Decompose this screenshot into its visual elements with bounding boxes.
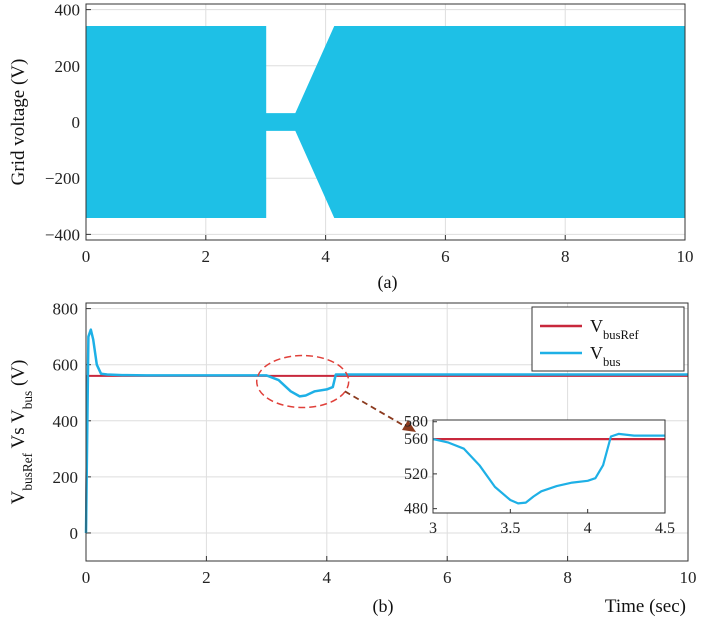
inset-ytick-label: 480 — [404, 501, 428, 518]
inset-background — [433, 420, 665, 513]
plot-a-ytick-label: −200 — [45, 169, 80, 188]
inset-xtick-label: 3 — [429, 520, 437, 537]
plot-a-xtick-label: 0 — [82, 247, 91, 266]
plot-b-xtick-label: 0 — [82, 568, 91, 587]
plot-a-ytick-label: 400 — [55, 1, 81, 20]
plot-b-ytick-label: 200 — [53, 468, 79, 487]
zoom-arrow — [344, 390, 416, 432]
legend-vbusref-label: VbusRef — [590, 316, 639, 342]
plot-a-xtick-label: 8 — [561, 247, 570, 266]
plot-b-ytick-label: 400 — [53, 412, 79, 431]
legend-vbus-label: Vbus — [590, 343, 621, 369]
inset-xtick-label: 3.5 — [500, 520, 520, 537]
plot-b-ytick-label: 600 — [53, 356, 79, 375]
inset-ytick-label: 580 — [404, 414, 428, 431]
plot-a-ylabel: Grid voltage (V) — [8, 59, 29, 186]
plot-a-xtick-label: 4 — [321, 247, 330, 266]
plot-b-frame — [85, 302, 689, 562]
plot-a-caption: (a) — [378, 272, 398, 293]
plot-a-frame — [85, 3, 686, 241]
plot-b-xtick-label: 6 — [443, 568, 452, 587]
plot-b-ytick-label: 0 — [70, 524, 79, 543]
vbus-series — [84, 328, 688, 534]
plot-a: 0 2 4 6 8 10 −400 −200 0 200 400 Grid voltage (V) (a… — [8, 1, 694, 293]
plot-b-caption: (b) — [373, 596, 394, 617]
inset-vbus-series — [432, 432, 665, 505]
zoom-ellipse — [255, 354, 350, 409]
inset-frame — [432, 419, 666, 514]
plot-a-xtick-label: 2 — [202, 247, 211, 266]
plot-a-ytick-label: −400 — [45, 225, 80, 244]
plot-a-ytick-label: 0 — [72, 113, 81, 132]
plot-b-xtick-label: 10 — [680, 568, 697, 587]
grid-voltage-series — [85, 25, 686, 219]
plot-b-xtick-label: 4 — [323, 568, 332, 587]
legend-box — [531, 306, 685, 372]
inset-xtick-label: 4 — [584, 520, 592, 537]
inset-xtick-label: 4.5 — [655, 520, 675, 537]
zoom-arrow-head — [402, 420, 416, 432]
plot-b-xtick-label: 8 — [563, 568, 572, 587]
zoom-arrow-line — [344, 390, 409, 429]
inset-ytick-label: 560 — [404, 431, 428, 448]
plot-a-xtick-label: 10 — [677, 247, 694, 266]
plot-a-xtick-label: 6 — [441, 247, 450, 266]
plot-b-xlabel: Time (sec) — [605, 596, 686, 617]
plot-b-ylabel: VbusRef Vs Vbus (V) — [8, 360, 35, 505]
plot-b-xtick-label: 2 — [202, 568, 211, 587]
zoom-ellipse-shape — [255, 354, 350, 409]
plot-b-ytick-label: 800 — [53, 300, 79, 319]
plot-a-ytick-label: 200 — [55, 57, 81, 76]
inset-ytick-label: 520 — [404, 466, 428, 483]
